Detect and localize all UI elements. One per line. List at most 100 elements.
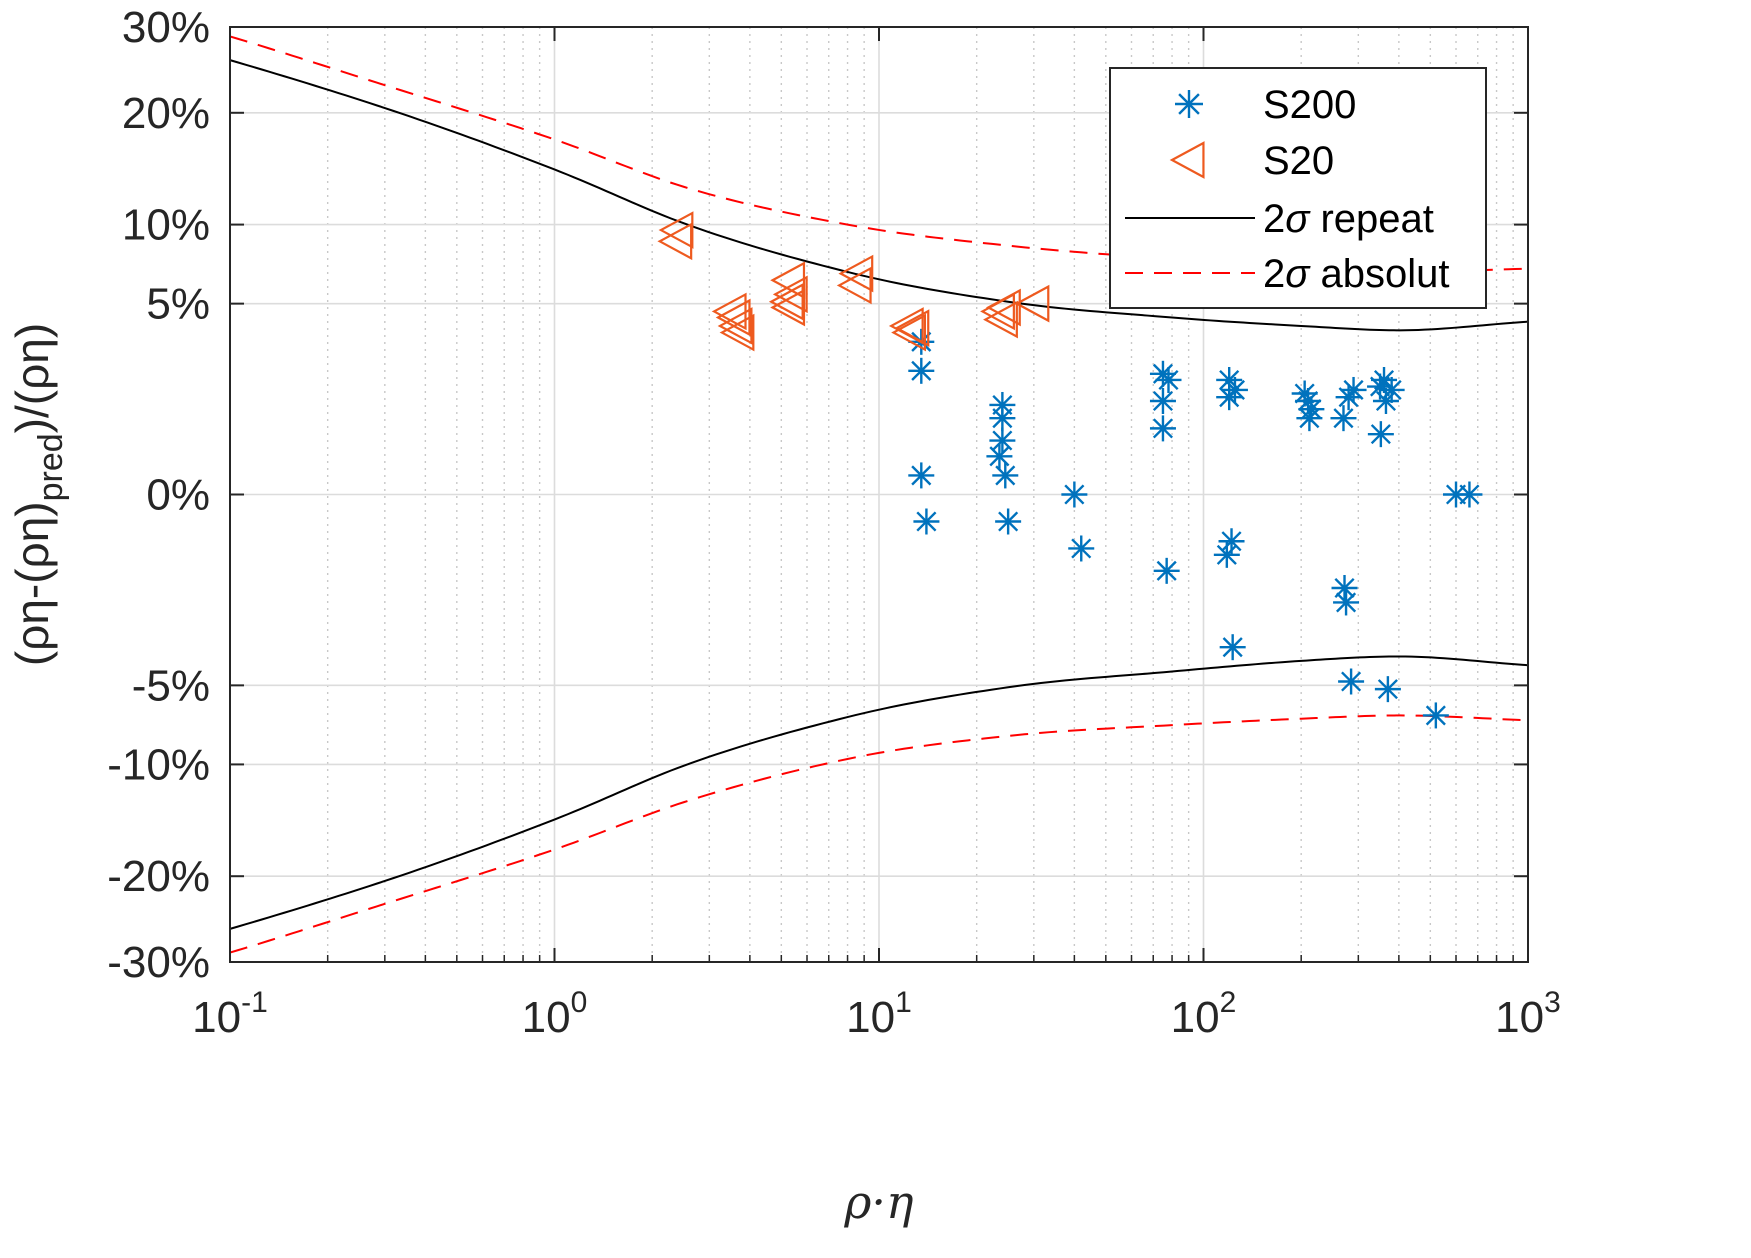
point-s200 — [1068, 535, 1095, 562]
x-tick-base: 10 — [192, 993, 241, 1042]
point-s200 — [908, 462, 935, 489]
point-s20 — [985, 288, 1021, 327]
legend-symbol-s200 — [1175, 90, 1203, 118]
point-s200 — [1367, 421, 1394, 448]
x-axis-label: ρ·η — [843, 1175, 914, 1229]
point-s20 — [658, 211, 694, 249]
asterisk-stroke — [992, 430, 1013, 451]
point-s20 — [717, 307, 753, 345]
asterisk-stroke — [992, 408, 1013, 429]
point-s200 — [1149, 415, 1176, 442]
asterisk-stroke — [1298, 390, 1319, 412]
uncertainty-curves — [229, 35, 1529, 954]
x-tick-label: 10-1 — [192, 986, 268, 1042]
point-s200 — [1378, 376, 1405, 403]
asterisk-stroke — [1333, 408, 1354, 429]
point-s200 — [1330, 405, 1357, 432]
point-s200 — [1422, 702, 1449, 729]
asterisk-stroke — [1216, 544, 1237, 565]
asterisk-stroke — [1222, 637, 1243, 658]
data-points — [657, 211, 1483, 729]
asterisk-stroke — [1294, 383, 1315, 404]
y-axis-label-post: )/(ρη) — [6, 323, 58, 434]
point-s200 — [1221, 376, 1248, 403]
asterisk-stroke — [911, 465, 932, 486]
asterisk-stroke — [916, 511, 937, 532]
legend-label-s20: S20 — [1263, 139, 1334, 183]
y-axis-label-pre: (ρη-(ρη) — [6, 501, 58, 666]
point-s200 — [1149, 388, 1176, 414]
y-tick-label: 10% — [122, 201, 210, 250]
curve-absolut-lower — [229, 714, 1529, 954]
point-s20 — [891, 313, 926, 352]
curve-absolut-upper — [229, 35, 1529, 273]
asterisk-stroke — [1158, 369, 1179, 391]
asterisk-stroke — [1381, 379, 1402, 401]
asterisk-stroke — [1221, 531, 1242, 552]
point-s20 — [772, 275, 808, 314]
point-s200 — [1213, 541, 1240, 568]
y-tick-label: 5% — [146, 280, 210, 329]
x-tick-base: 10 — [1495, 993, 1544, 1042]
y-tick-label: -30% — [107, 938, 210, 987]
point-s20 — [770, 261, 806, 300]
asterisk-stroke — [998, 511, 1019, 532]
point-s200 — [995, 508, 1022, 535]
asterisk-stroke — [1459, 484, 1480, 505]
y-tick-labels: 30% 20% 10% 5% 0% -5% -10% -20% -30% — [107, 3, 210, 987]
point-s200 — [986, 443, 1013, 470]
legend-triangle — [1169, 141, 1205, 179]
point-s200 — [1340, 376, 1367, 403]
point-s200 — [1456, 481, 1483, 508]
x-tick-base: 10 — [846, 993, 895, 1042]
asterisk-stroke — [1370, 424, 1391, 445]
point-s20 — [719, 313, 755, 352]
asterisk-stroke — [995, 465, 1016, 486]
point-s200 — [1153, 557, 1180, 584]
point-s200 — [989, 427, 1016, 454]
point-s20 — [770, 288, 806, 327]
asterisk-stroke — [1152, 390, 1173, 412]
y-tick-label: -20% — [107, 852, 210, 901]
asterisk-stroke — [1152, 418, 1173, 439]
point-s20 — [983, 300, 1018, 339]
legend-box — [1109, 67, 1487, 309]
point-s200 — [989, 405, 1016, 432]
point-s20 — [894, 309, 930, 347]
point-s20 — [1014, 284, 1050, 323]
axis-ticks — [229, 26, 1529, 963]
asterisk-stroke — [1343, 379, 1364, 401]
x-tick-exp: 0 — [571, 986, 588, 1019]
legend-label-repeat: 2σ repeat — [1263, 197, 1434, 241]
asterisk-stroke — [989, 446, 1010, 467]
asterisk-stroke — [911, 360, 932, 381]
x-tick-base: 10 — [522, 993, 571, 1042]
asterisk-stroke — [1219, 369, 1240, 391]
point-s200 — [1219, 634, 1246, 661]
point-s200 — [1295, 388, 1322, 414]
point-s200 — [1155, 366, 1182, 393]
point-s200 — [1338, 668, 1365, 695]
point-s200 — [992, 462, 1019, 489]
x-tick-base: 10 — [1171, 993, 1220, 1042]
curve-repeat-lower — [229, 655, 1529, 930]
point-s200 — [908, 357, 935, 384]
asterisk-stroke — [1071, 538, 1092, 559]
legend-label-absolut: 2σ absolut — [1263, 252, 1449, 296]
point-s20 — [838, 254, 874, 293]
y-axis-label-sub: pred — [32, 433, 70, 501]
legend-label-s200: S200 — [1263, 83, 1356, 127]
point-s200 — [1298, 396, 1325, 423]
point-s200 — [1335, 384, 1362, 411]
legend: S200 S20 2σ repeat 2σ absolut — [1109, 67, 1487, 309]
x-tick-label: 102 — [1171, 986, 1237, 1042]
asterisk-stroke — [1178, 93, 1200, 115]
asterisk-stroke — [1425, 705, 1446, 726]
x-tick-label: 101 — [846, 986, 912, 1042]
asterisk-stroke — [1373, 369, 1395, 391]
asterisk-stroke — [1224, 379, 1245, 401]
x-tick-label: 100 — [522, 986, 588, 1042]
x-tick-exp: 1 — [895, 986, 912, 1019]
asterisk-stroke — [1156, 560, 1177, 581]
